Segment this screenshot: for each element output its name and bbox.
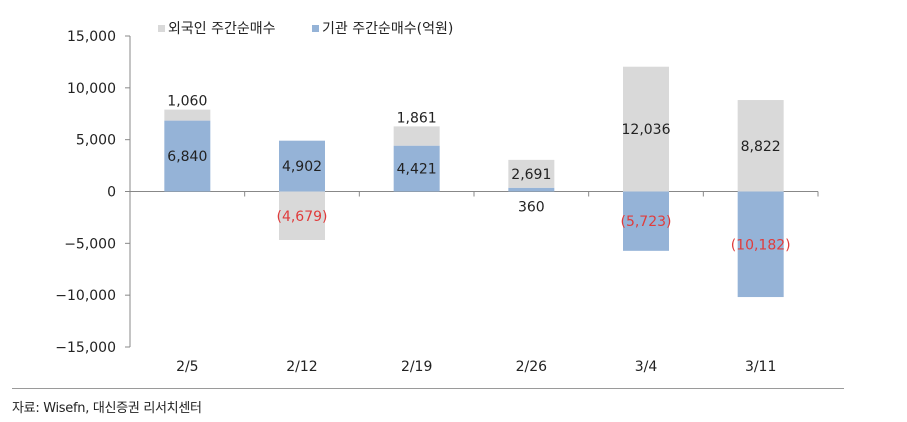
y-tick-label: 5,000 xyxy=(76,133,116,149)
legend-swatch-institution xyxy=(312,25,319,32)
data-label: (4,679) xyxy=(276,209,327,225)
x-tick-label: 2/26 xyxy=(516,359,548,375)
x-tick-label: 3/4 xyxy=(635,359,658,375)
data-label: 6,840 xyxy=(167,149,207,165)
bar-foreign-net-buy xyxy=(508,159,555,188)
bar-institution-net-buy xyxy=(508,187,555,192)
bar-foreign-net-buy xyxy=(737,100,784,192)
legend-label-institution: 기관 주간순매수(억원) xyxy=(322,21,453,37)
x-tick-label: 2/19 xyxy=(401,359,432,375)
bar-foreign-net-buy xyxy=(279,191,325,241)
y-tick-label: −15,000 xyxy=(55,340,116,356)
data-label: 360 xyxy=(518,200,545,216)
x-tick-label: 3/11 xyxy=(745,359,776,375)
data-label: 1,060 xyxy=(167,94,207,110)
chart-legend: 외국인 주간순매수 기관 주간순매수(억원) xyxy=(158,21,453,37)
data-label: 4,902 xyxy=(282,159,322,175)
bar-foreign-net-buy xyxy=(164,109,211,121)
x-tick-label: 2/5 xyxy=(176,359,199,375)
y-tick-label: 10,000 xyxy=(67,81,116,97)
x-tick-label: 2/12 xyxy=(286,359,317,375)
bar-institution-net-buy xyxy=(737,191,784,298)
data-label: (5,723) xyxy=(620,214,671,230)
source-divider xyxy=(12,388,844,389)
data-label: 12,036 xyxy=(622,122,671,138)
chart-axes: −15,000 −10,000 −5,000 0 5,000 10,000 15,000 2/… xyxy=(55,29,819,375)
chart-bars xyxy=(164,66,784,298)
legend-label-foreign: 외국인 주간순매수 xyxy=(168,21,276,37)
data-label: 8,822 xyxy=(741,139,781,155)
y-tick-label: 15,000 xyxy=(67,29,116,45)
bar-institution-net-buy xyxy=(164,120,211,192)
bar-chart: −15,000 −10,000 −5,000 0 5,000 10,000 15,000 2/… xyxy=(55,21,819,375)
data-label: 2,691 xyxy=(511,167,551,183)
y-tick-label: 0 xyxy=(107,185,116,201)
bar-foreign-net-buy xyxy=(393,126,440,146)
y-tick-label: −10,000 xyxy=(55,288,116,304)
bar-foreign-net-buy xyxy=(623,66,669,192)
bar-institution-net-buy xyxy=(393,145,440,192)
data-label: 1,861 xyxy=(397,110,437,126)
data-label: (10,182) xyxy=(731,237,791,253)
data-label: 4,421 xyxy=(397,162,437,178)
source-note: 자료: Wisefn, 대신증권 리서치센터 xyxy=(12,401,202,416)
bar-institution-net-buy xyxy=(623,191,669,251)
bar-institution-net-buy xyxy=(279,140,325,192)
legend-swatch-foreign xyxy=(158,25,165,32)
y-tick-label: −5,000 xyxy=(64,236,116,252)
chart-data-labels: 6,840 4,902 4,421 360 (5,723) (10,182) 1,060 (4… xyxy=(167,94,790,254)
